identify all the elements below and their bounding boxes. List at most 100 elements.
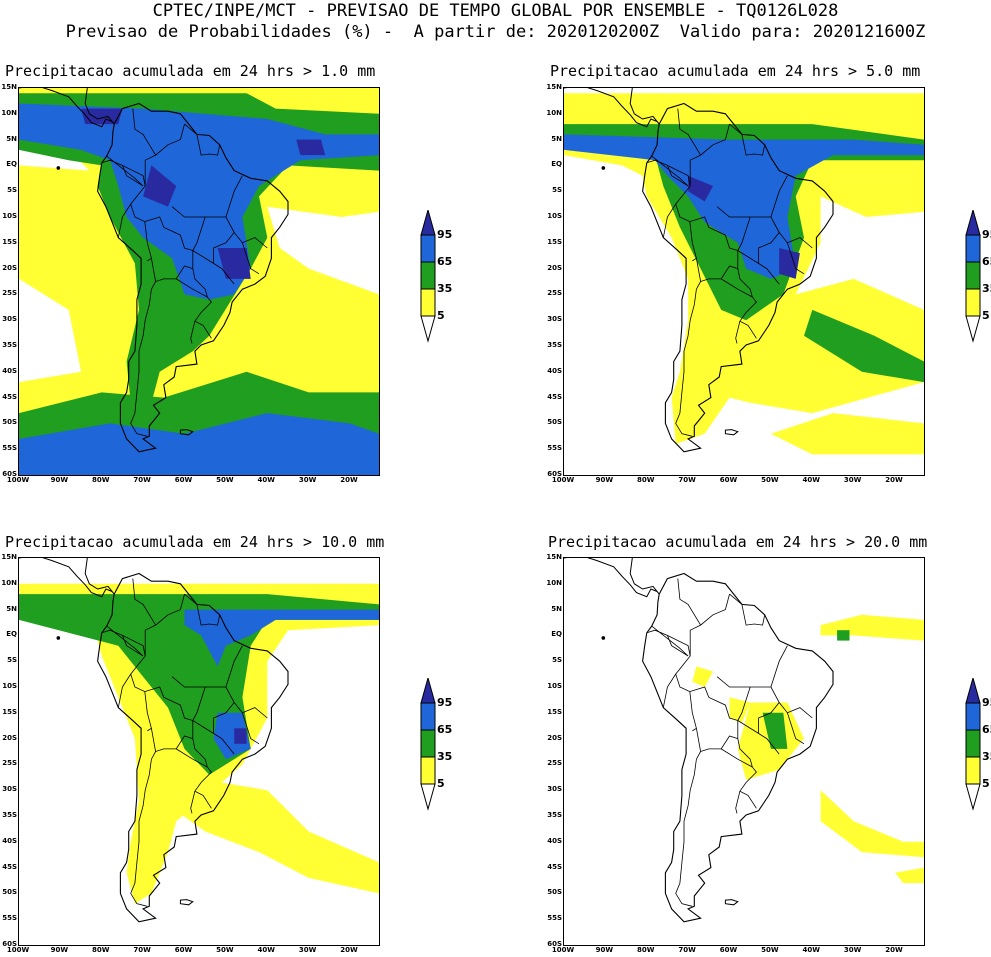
colorbar-level-label: 35 [982,750,991,763]
latitude-tick-label: 15N [1,553,17,561]
colorbar-legend [965,208,981,372]
country-border [117,203,142,259]
latitude-tick-label: 15S [547,237,562,246]
precipitation-probability-area [19,594,379,775]
colorbar-level-label: 35 [437,282,453,295]
country-border [696,258,738,283]
longitude-tick-label: 80W [637,946,655,954]
colorbar-level-label: 65 [982,255,991,268]
latitude-tick-label: 30S [547,785,562,794]
latitude-tick-label: 10N [1,578,17,587]
country-border [651,155,689,187]
latitude-tick-label: EQ [6,160,17,169]
colorbar-segment [420,729,436,758]
latitude-tick-label: EQ [6,630,17,639]
longitude-tick-label: 60W [719,476,738,484]
chart-title-line-1: CPTEC/INPE/MCT - PREVISAO DE TEMPO GLOBA… [152,1,839,21]
colorbar-segment [965,702,981,731]
colorbar-top-triangle [965,676,981,704]
longitude-tick-label: 80W [92,476,110,484]
latitude-tick-label: 5S [7,186,17,195]
country-border [106,625,144,657]
country-border [192,720,235,755]
precipitation-probability-area [837,630,850,641]
latitude-tick-label: 55S [547,444,562,453]
latitude-tick-label: 60S [547,470,562,478]
latitude-tick-label: EQ [551,160,562,169]
chart-title-line-2: Previsao de Probabilidades (%) - A parti… [65,22,926,42]
precipitation-probability-area [19,413,379,475]
colorbar-top-triangle [420,208,436,236]
country-border [675,281,701,437]
longitude-tick-label: 90W [595,946,614,954]
longitude-tick-label: 60W [719,946,738,954]
latitude-tick-label: 10N [546,108,562,117]
colorbar-segment [420,234,436,263]
central-america-coastline [564,88,660,128]
latitude-tick-label: 45S [547,392,562,401]
country-border [196,604,221,626]
colorbar-top-triangle [420,676,436,704]
latitude-tick-label: 60S [2,940,17,948]
precipitation-probability-area [81,108,123,125]
precipitation-probability-area [895,867,924,884]
longitude-tick-label: 100W [551,476,575,484]
colorbar-legend [420,208,436,372]
country-border [737,250,780,285]
colorbar-segment [965,261,981,290]
latitude-tick-label: 5N [6,604,17,613]
central-america-coastline [564,558,660,598]
country-border [737,216,751,251]
longitude-tick-label: 70W [133,946,151,954]
longitude-tick-label: 40W [257,946,275,954]
country-border [190,791,196,814]
latitude-tick-label: 30S [2,315,17,324]
latitude-tick-label: 5N [551,134,562,143]
country-border [758,232,780,264]
country-border [175,278,208,298]
galapagos-islands [601,636,606,640]
longitude-tick-label: 30W [843,476,862,484]
country-border [171,645,243,688]
latitude-tick-label: 15S [2,707,17,716]
latitude-tick-label: 35S [2,341,17,349]
country-border [190,321,196,344]
galapagos-islands [601,166,606,170]
longitude-tick-label: 90W [50,476,69,484]
colorbar-level-label: 95 [437,228,453,241]
map-canvas [564,88,924,455]
colorbar-level-label: 35 [437,750,453,763]
longitude-tick-label: 70W [133,476,151,484]
map-canvas [19,88,379,475]
country-border [171,175,243,218]
latitude-tick-label: 35S [547,811,562,819]
country-border [675,751,701,907]
longitude-tick-label: 80W [92,946,110,954]
country-border [151,728,193,753]
latitude-tick-label: 25S [547,759,562,768]
precipitation-probability-area [564,134,924,279]
colorbar [965,676,981,811]
colorbar-segment [420,702,436,731]
country-border [151,258,193,283]
longitude-tick-label: 90W [595,476,614,484]
longitude-tick-label: 100W [6,946,30,954]
colorbar-legend [420,676,436,840]
colorbar-level-label: 65 [437,255,453,268]
country-border [192,216,206,251]
country-border [106,155,144,187]
country-border [696,728,738,753]
longitude-tick-label: 50W [761,946,779,954]
country-border [242,707,268,719]
longitude-tick-label: 60W [174,476,193,484]
colorbar-level-label: 5 [982,777,990,790]
latitude-tick-label: 15N [1,83,17,91]
latitude-tick-label: 15N [546,83,562,91]
country-border [213,702,235,734]
precipitation-probability-area [184,609,379,667]
longitude-tick-label: 40W [257,476,275,484]
colorbar [420,208,436,343]
country-border [720,278,753,298]
country-border [662,673,687,729]
central-america-coastline [19,88,115,128]
